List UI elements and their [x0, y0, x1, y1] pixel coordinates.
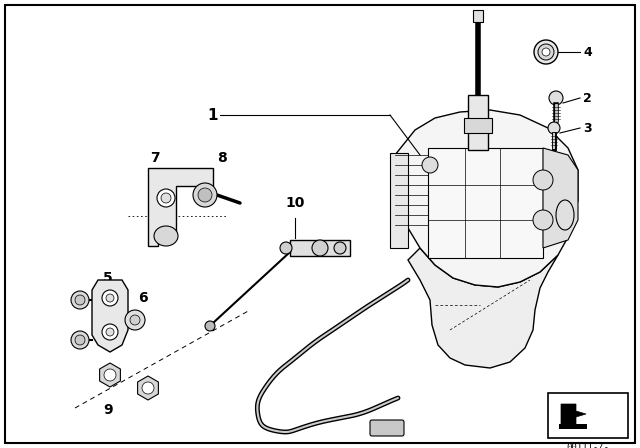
Polygon shape	[100, 363, 120, 387]
Polygon shape	[393, 110, 578, 287]
Bar	[468, 95, 488, 150]
Circle shape	[548, 122, 560, 134]
Circle shape	[193, 183, 217, 207]
Ellipse shape	[154, 226, 178, 246]
Circle shape	[533, 210, 553, 230]
Circle shape	[102, 324, 118, 340]
Text: 00111-/-: 00111-/-	[566, 443, 609, 448]
Circle shape	[75, 335, 85, 345]
Circle shape	[538, 44, 554, 60]
Text: 7: 7	[150, 151, 160, 165]
Circle shape	[106, 294, 114, 302]
Circle shape	[75, 295, 85, 305]
Bar	[390, 153, 408, 248]
Polygon shape	[92, 280, 128, 352]
Text: 9: 9	[103, 403, 113, 417]
Text: 4: 4	[583, 46, 592, 59]
Circle shape	[198, 188, 212, 202]
Polygon shape	[138, 376, 158, 400]
Circle shape	[104, 369, 116, 381]
Polygon shape	[561, 404, 586, 424]
Circle shape	[106, 328, 114, 336]
Ellipse shape	[556, 200, 574, 230]
Circle shape	[102, 290, 118, 306]
Bar	[559, 424, 587, 429]
Circle shape	[161, 193, 171, 203]
Circle shape	[422, 157, 438, 173]
Circle shape	[312, 240, 328, 256]
Bar	[428, 148, 543, 258]
Polygon shape	[543, 148, 578, 248]
Text: 2: 2	[583, 91, 592, 104]
Circle shape	[71, 291, 89, 309]
Text: 8: 8	[217, 151, 227, 165]
Circle shape	[130, 315, 140, 325]
Bar	[290, 240, 350, 256]
Circle shape	[549, 91, 563, 105]
Circle shape	[533, 170, 553, 190]
Text: 5: 5	[103, 271, 113, 285]
Circle shape	[142, 382, 154, 394]
Circle shape	[334, 242, 346, 254]
Circle shape	[157, 189, 175, 207]
Bar	[464, 118, 492, 133]
Circle shape	[280, 242, 292, 254]
FancyBboxPatch shape	[370, 420, 404, 436]
Circle shape	[534, 40, 558, 64]
Text: 1: 1	[207, 108, 218, 122]
Polygon shape	[148, 168, 213, 246]
Circle shape	[125, 310, 145, 330]
Text: 6: 6	[138, 291, 148, 305]
Bar	[548, 393, 628, 438]
Circle shape	[71, 331, 89, 349]
Polygon shape	[408, 248, 558, 368]
Circle shape	[542, 48, 550, 56]
Text: 3: 3	[583, 121, 591, 134]
Circle shape	[205, 321, 215, 331]
Bar	[473, 10, 483, 22]
Text: 10: 10	[285, 196, 305, 210]
